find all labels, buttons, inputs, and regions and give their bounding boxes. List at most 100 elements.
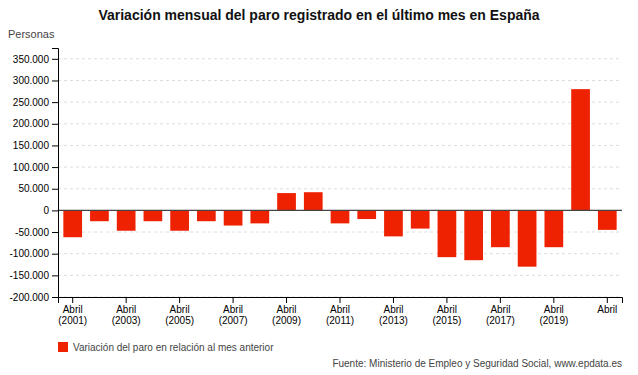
y-tick-mark xyxy=(52,167,58,168)
bar xyxy=(224,210,243,225)
x-tick-label-line: (2017) xyxy=(486,315,515,326)
legend-label: Variación del paro en relación al mes an… xyxy=(73,342,274,353)
y-tick: -200.000 xyxy=(10,292,58,303)
x-tick-label-line: (2001) xyxy=(58,315,87,326)
x-tick-mark xyxy=(500,297,501,303)
y-tick-mark xyxy=(52,297,58,298)
y-tick-label: -50.000 xyxy=(15,227,49,238)
x-tick: Abril(2015) xyxy=(432,297,461,326)
bar xyxy=(331,210,350,223)
x-tick-label: Abril(2017) xyxy=(486,304,515,326)
y-tick: 100.000 xyxy=(13,162,58,173)
x-tick: Abril(2001) xyxy=(58,297,87,326)
grid-line xyxy=(58,145,622,146)
x-tick-label: Abril(2003) xyxy=(112,304,141,326)
y-tick-mark xyxy=(52,254,58,255)
bar xyxy=(277,193,296,210)
y-tick: 150.000 xyxy=(13,140,58,151)
grid-line xyxy=(58,188,622,189)
y-tick-label: -150.000 xyxy=(10,270,50,281)
y-axis: -200.000 -150.000 -100.000 -50.000 0 50.000 10… xyxy=(10,49,59,303)
grid-line xyxy=(58,210,622,211)
x-tick: Abril(2007) xyxy=(219,297,248,326)
bar xyxy=(518,210,537,266)
y-label: Personas xyxy=(8,28,55,40)
y-tick-mark xyxy=(52,124,58,125)
x-tick-mark xyxy=(607,297,608,303)
y-tick-label: 50.000 xyxy=(18,183,49,194)
x-tick-label-line: Abril xyxy=(63,304,83,315)
y-axis-line xyxy=(52,49,59,298)
y-tick: 200.000 xyxy=(13,118,58,129)
bar xyxy=(250,210,269,223)
x-tick-mark xyxy=(393,297,394,303)
bar xyxy=(63,210,82,237)
x-tick-label: Abril(2011) xyxy=(326,304,354,326)
y-tick-label: 150.000 xyxy=(13,140,50,151)
x-tick-label-line: (2005) xyxy=(165,315,194,326)
y-tick-label: -200.000 xyxy=(10,292,50,303)
y-tick: -100.000 xyxy=(10,248,58,259)
grid-line xyxy=(58,253,622,254)
x-axis: Abril(2001)Abril(2003)Abril(2005)Abril(2… xyxy=(58,297,622,326)
legend-swatch xyxy=(58,342,68,352)
y-tick-mark xyxy=(52,145,58,146)
bar xyxy=(197,210,216,221)
x-tick-label: Abril(2007) xyxy=(219,304,248,326)
legend: Variación del paro en relación al mes an… xyxy=(58,342,274,353)
x-tick-label-line: (2011) xyxy=(326,315,354,326)
x-tick-label-line: (2003) xyxy=(112,315,141,326)
grid-line xyxy=(58,232,622,233)
bar xyxy=(544,210,563,247)
chart: -200.000 -150.000 -100.000 -50.000 0 50.000 10… xyxy=(0,0,638,375)
x-tick-mark xyxy=(340,297,341,303)
y-tick: -50.000 xyxy=(15,227,58,238)
y-tick-label: 250.000 xyxy=(13,97,50,108)
y-tick: 0 xyxy=(43,205,58,216)
grid-line xyxy=(58,80,622,81)
y-tick: 350.000 xyxy=(13,54,58,65)
x-tick-label-line: Abril xyxy=(223,304,243,315)
x-tick: Abril(2013) xyxy=(379,297,408,326)
y-tick: 300.000 xyxy=(13,75,58,86)
x-tick-label: Abril(2015) xyxy=(432,304,461,326)
x-tick-label-line: Abril xyxy=(437,304,457,315)
x-tick-label: Abril(2001) xyxy=(58,304,87,326)
y-tick-mark xyxy=(52,189,58,190)
x-tick-label-line: (2019) xyxy=(539,315,568,326)
x-tick-label: Abril(2019) xyxy=(539,304,568,326)
x-tick: Abril(2009) xyxy=(272,297,301,326)
y-tick-mark xyxy=(52,80,58,81)
x-tick-label-line: (2009) xyxy=(272,315,301,326)
grid-line xyxy=(58,275,622,276)
source: Fuente: Ministerio de Empleo y Seguridad… xyxy=(332,358,622,369)
grid-line xyxy=(58,102,622,103)
y-tick-mark xyxy=(52,232,58,233)
y-tick: 50.000 xyxy=(18,183,58,194)
bar xyxy=(144,210,163,221)
bar xyxy=(90,210,109,221)
y-tick: 250.000 xyxy=(13,97,58,108)
y-tick: -150.000 xyxy=(10,270,58,281)
y-tick-mark xyxy=(52,59,58,60)
x-tick-label-line: (2007) xyxy=(219,315,248,326)
x-tick-mark xyxy=(446,297,447,303)
y-tick-label: 0 xyxy=(43,205,49,216)
x-tick-label-line: Abril xyxy=(170,304,190,315)
y-tick-mark xyxy=(52,275,58,276)
y-tick-label: 100.000 xyxy=(13,162,50,173)
title: Variación mensual del paro registrado en… xyxy=(98,7,539,23)
x-tick: Abril xyxy=(597,297,617,315)
x-tick-label-line: Abril xyxy=(277,304,297,315)
bar xyxy=(411,210,430,228)
y-tick-label: 300.000 xyxy=(13,75,50,86)
y-tick-mark xyxy=(52,210,58,211)
x-tick-label-line: Abril xyxy=(490,304,510,315)
bar xyxy=(304,192,323,210)
x-tick-label-line: Abril xyxy=(597,304,617,315)
grid xyxy=(58,59,622,297)
x-tick-label-line: Abril xyxy=(383,304,403,315)
bar xyxy=(464,210,483,260)
x-tick-mark xyxy=(553,297,554,303)
x-tick: Abril(2003) xyxy=(112,297,141,326)
